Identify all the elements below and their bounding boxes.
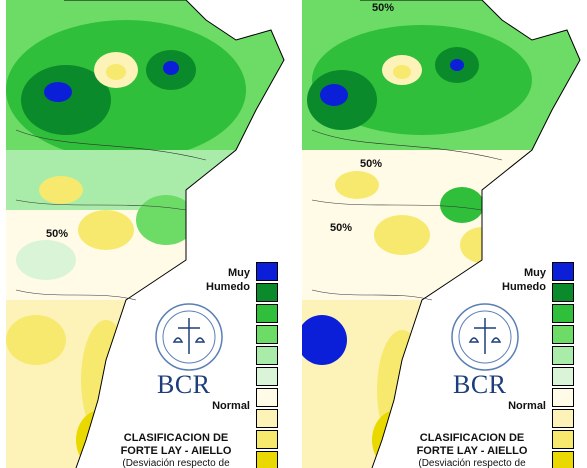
legend-top-label: Muy Humedo — [502, 266, 546, 294]
classification-title: CLASIFICACION DE FORTE LAY - AIELLO — [106, 432, 246, 458]
legend-swatch — [256, 451, 278, 468]
legend-swatch — [256, 304, 278, 323]
classification-line1: CLASIFICACION DE — [419, 432, 525, 444]
legend-swatch — [256, 262, 278, 281]
legend-humedo-label: Humedo — [502, 281, 546, 293]
classification-title: CLASIFICACION DE FORTE LAY - AIELLO — [402, 432, 542, 458]
legend-swatch — [552, 409, 574, 428]
legend-swatch — [256, 388, 278, 407]
legend-swatch — [552, 325, 574, 344]
legend-top-label: Muy Humedo — [206, 266, 250, 294]
classification-line2: FORTE LAY - AIELLO — [416, 445, 528, 457]
legend-swatch — [256, 346, 278, 365]
legend-muy-label: Muy — [524, 267, 546, 279]
legend-swatch — [552, 451, 574, 468]
legend-swatch — [552, 304, 574, 323]
legend-swatch — [256, 283, 278, 302]
legend-normal-label: Normal — [212, 400, 250, 412]
bcr-seal-icon — [451, 303, 519, 371]
legend-swatch — [552, 367, 574, 386]
legend-swatch — [552, 388, 574, 407]
bcr-logo-text: BCR — [157, 370, 211, 399]
legend-swatch — [552, 346, 574, 365]
argentina-map-left — [6, 0, 285, 468]
bcr-logo-text: BCR — [453, 370, 507, 399]
contour-label: 50% — [360, 158, 383, 170]
contour-label: 50% — [330, 222, 353, 234]
legend-swatch — [552, 262, 574, 281]
classification-subtitle: (Desviación respecto de — [418, 458, 526, 468]
legend-swatch — [256, 409, 278, 428]
contour-label: 50% — [372, 2, 395, 14]
legend-swatch — [552, 283, 574, 302]
legend-swatch — [552, 430, 574, 449]
legend-muy-label: Muy — [228, 267, 250, 279]
contour-label: 50% — [46, 228, 69, 240]
legend-swatch — [256, 325, 278, 344]
legend-swatch — [256, 430, 278, 449]
legend-scale — [552, 262, 574, 468]
map-panel-right: 50% 50% 50% Muy Humedo Normal BCR CLASIF… — [302, 0, 582, 468]
argentina-map-right — [302, 0, 581, 468]
legend-normal-label: Normal — [508, 400, 546, 412]
legend-humedo-label: Humedo — [206, 281, 250, 293]
bcr-seal-icon — [155, 303, 223, 371]
classification-subtitle: (Desviación respecto de — [122, 458, 230, 468]
legend-scale — [256, 262, 278, 468]
map-panel-left: 50% Muy Humedo Normal BCR CLASIFICACION … — [6, 0, 286, 468]
legend-swatch — [256, 367, 278, 386]
classification-line1: CLASIFICACION DE — [123, 432, 229, 444]
classification-line2: FORTE LAY - AIELLO — [120, 445, 232, 457]
